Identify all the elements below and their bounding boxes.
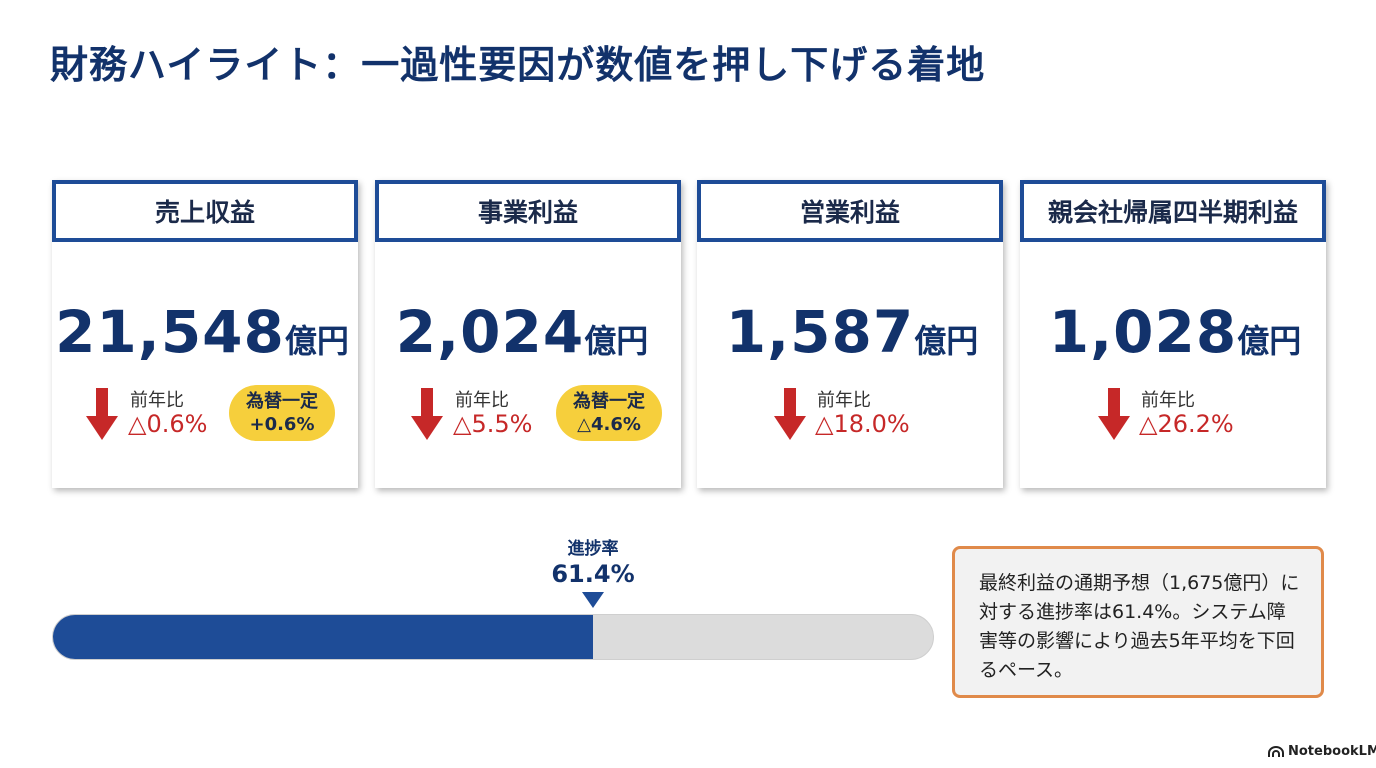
yoy-value: △26.2% <box>1139 410 1234 438</box>
yoy-label: 前年比 <box>817 390 871 411</box>
kpi-number: 1,028 <box>1048 298 1238 366</box>
down-arrow-icon <box>1098 388 1130 440</box>
progress-fill <box>53 615 594 659</box>
kpi-card-business-profit: 事業利益 2,024億円 前年比 △5.5% 為替一定 △4.6% <box>375 180 681 488</box>
kpi-value: 1,587億円 <box>701 298 1003 366</box>
fx-label: 為替一定 <box>246 391 318 412</box>
kpi-unit: 億円 <box>914 322 979 360</box>
kpi-value: 1,028億円 <box>1024 298 1326 366</box>
down-arrow-icon <box>411 388 443 440</box>
yoy-label: 前年比 <box>455 390 509 411</box>
yoy-value: △5.5% <box>453 410 533 438</box>
kpi-number: 2,024 <box>395 298 585 366</box>
brand-name: NotebookLM <box>1288 744 1376 759</box>
kpi-card-operating-profit: 営業利益 1,587億円 前年比 △18.0% <box>697 180 1003 488</box>
down-arrow-icon <box>86 388 118 440</box>
progress-label: 進捗率 <box>567 539 619 559</box>
fx-value: △4.6% <box>577 414 641 435</box>
progress-marker-icon <box>582 592 604 608</box>
progress-bar <box>52 614 934 660</box>
kpi-unit: 億円 <box>1237 322 1302 360</box>
yoy-value: △0.6% <box>128 410 208 438</box>
fx-constant-badge: 為替一定 △4.6% <box>556 385 662 441</box>
kpi-value: 21,548億円 <box>46 298 358 366</box>
card-header: 営業利益 <box>697 180 1003 242</box>
fx-value: +0.6% <box>249 414 315 435</box>
kpi-number: 1,587 <box>725 298 915 366</box>
fx-label: 為替一定 <box>573 391 645 412</box>
down-arrow-icon <box>774 388 806 440</box>
brand-watermark: NotebookLM <box>1268 744 1376 759</box>
notebooklm-logo-icon <box>1268 745 1284 757</box>
card-header: 事業利益 <box>375 180 681 242</box>
kpi-unit: 億円 <box>584 322 649 360</box>
progress-value: 61.4% <box>551 560 635 588</box>
kpi-value: 2,024億円 <box>363 298 681 366</box>
card-header: 売上収益 <box>52 180 358 242</box>
note-box: 最終利益の通期予想（1,675億円）に対する進捗率は61.4%。システム障害等の… <box>952 546 1324 698</box>
yoy-label: 前年比 <box>130 390 184 411</box>
yoy-value: △18.0% <box>815 410 910 438</box>
kpi-card-revenue: 売上収益 21,548億円 前年比 △0.6% 為替一定 +0.6% <box>52 180 358 488</box>
kpi-number: 21,548 <box>55 298 285 366</box>
page-title: 財務ハイライト：一過性要因が数値を押し下げる着地 <box>50 43 986 87</box>
kpi-card-net-profit: 親会社帰属四半期利益 1,028億円 前年比 △26.2% <box>1020 180 1326 488</box>
fx-constant-badge: 為替一定 +0.6% <box>229 385 335 441</box>
kpi-unit: 億円 <box>284 322 349 360</box>
yoy-label: 前年比 <box>1141 390 1195 411</box>
card-header: 親会社帰属四半期利益 <box>1020 180 1326 242</box>
